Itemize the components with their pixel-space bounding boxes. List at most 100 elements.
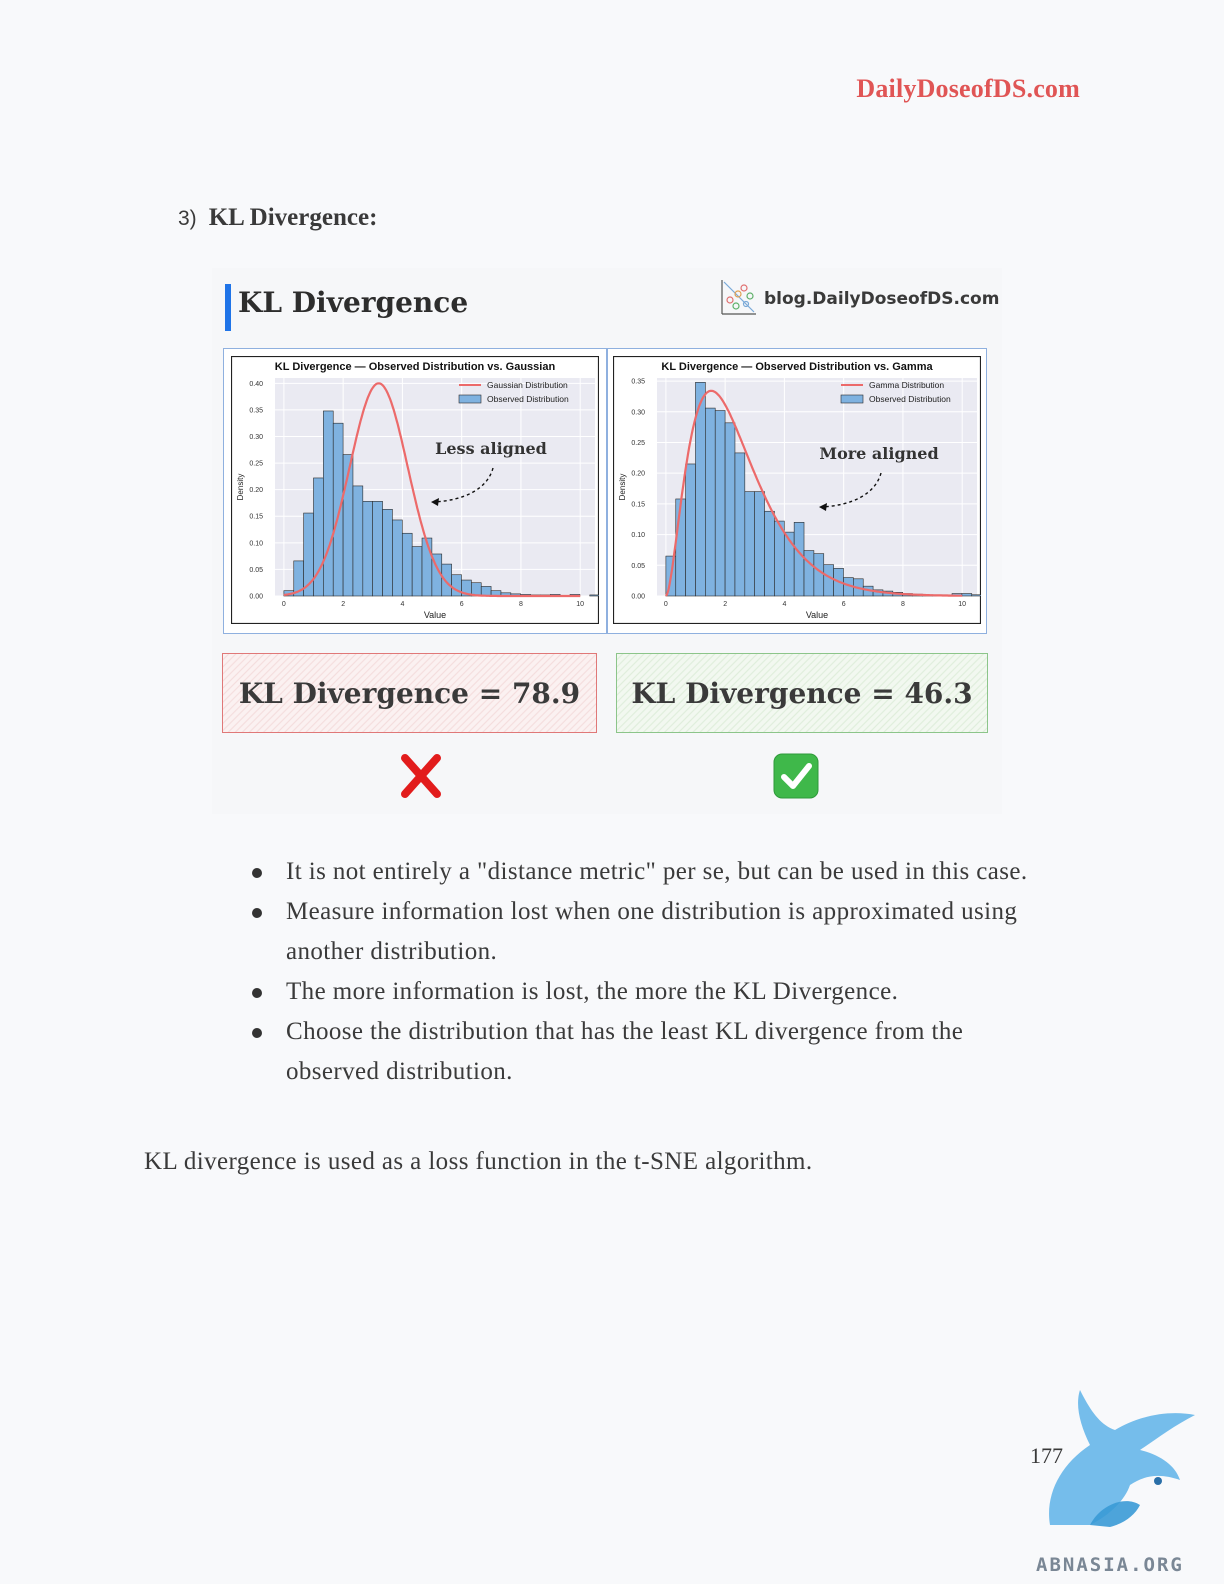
green-check-icon [773, 753, 819, 799]
y-tick-label: 0.10 [631, 532, 645, 539]
gamma-fit-chart: KL Divergence — Observed Distribution vs… [613, 356, 981, 624]
bullet-dot [252, 988, 262, 998]
histogram-bar [589, 594, 599, 597]
histogram-bar [774, 520, 785, 597]
bullet-item: The more information is lost, the more t… [246, 972, 1046, 1012]
histogram-bar [685, 463, 696, 597]
x-tick-label: 0 [282, 601, 286, 608]
bullet-item: It is not entirely a "distance metric" p… [246, 852, 1046, 892]
y-tick-label: 0.25 [631, 440, 645, 447]
bullet-text: The more information is lost, the more t… [286, 978, 899, 1005]
y-tick-label: 0.30 [631, 409, 645, 416]
histogram-bar [754, 491, 765, 597]
histogram-bar [793, 522, 805, 597]
scatter-logo-icon [721, 280, 756, 315]
x-tick-label: 8 [901, 601, 905, 608]
histogram-bar [372, 501, 383, 597]
brand-url: blog.DailyDoseofDS.com [764, 289, 1000, 309]
bullet-dot [252, 1028, 262, 1038]
x-tick-label: 4 [782, 601, 786, 608]
bullet-text: Choose the distribution that has the lea… [286, 1018, 964, 1085]
y-tick-label: 0.35 [631, 379, 645, 386]
histogram-bar [411, 546, 423, 597]
x-tick-label: 10 [576, 601, 584, 608]
histogram-bar [392, 519, 403, 597]
bullet-text: It is not entirely a "distance metric" p… [286, 858, 1028, 885]
histogram-bar [724, 422, 736, 597]
fitted-curve [283, 382, 581, 598]
y-tick-label: 0.20 [631, 471, 645, 478]
legend-bar-swatch [458, 394, 482, 404]
section-number: 3) [178, 207, 197, 230]
x-tick-label: 8 [519, 601, 523, 608]
legend-entry: Observed Distribution [487, 394, 569, 404]
histogram-bar [401, 532, 413, 597]
kl-result-gamma: KL Divergence = 46.3 [616, 653, 988, 733]
histogram-bar [744, 491, 755, 597]
x-tick-label: 10 [958, 601, 966, 608]
title-accent-bar [225, 284, 231, 331]
gaussian-fit-chart: KL Divergence — Observed Distribution vs… [231, 356, 599, 624]
y-tick-label: 0.20 [249, 487, 263, 494]
histogram-bar [971, 594, 981, 597]
annotation-arrow [822, 472, 882, 508]
bullet-dot [252, 908, 262, 918]
histogram-bar [352, 485, 364, 597]
annotation-arrowhead [819, 503, 827, 511]
red-cross-icon [401, 754, 441, 798]
site-header: DailyDoseofDS.com [856, 74, 1080, 103]
x-axis-label: Value [806, 610, 828, 620]
chart-title: KL Divergence — Observed Distribution vs… [661, 361, 933, 373]
y-tick-label: 0.15 [631, 501, 645, 508]
closing-paragraph: KL divergence is used as a loss function… [144, 1148, 813, 1175]
histogram-bar [382, 509, 393, 597]
histogram-bar [714, 410, 726, 597]
legend-bar-swatch [840, 394, 864, 404]
histogram-bar [803, 550, 815, 597]
y-tick-label: 0.40 [249, 381, 263, 388]
page-number: 177 [1030, 1443, 1063, 1468]
histogram-bar [734, 452, 746, 597]
bullet-list: It is not entirely a "distance metric" p… [246, 852, 1046, 1092]
histogram-bar [783, 531, 795, 597]
histogram-bar [421, 537, 433, 597]
y-tick-label: 0.00 [631, 594, 645, 601]
histogram-bar [823, 564, 834, 597]
chart-title: KL Divergence — Observed Distribution vs… [275, 361, 556, 373]
bullet-item: Measure information lost when one distri… [246, 892, 1046, 972]
bullet-text: Measure information lost when one distri… [286, 898, 1018, 965]
legend-entry: Observed Distribution [869, 394, 951, 404]
y-tick-label: 0.15 [249, 514, 263, 521]
y-axis-label: Density [618, 474, 627, 501]
y-tick-label: 0.25 [249, 461, 263, 468]
y-tick-label: 0.00 [249, 594, 263, 601]
x-tick-label: 4 [400, 601, 404, 608]
histogram-bar [332, 422, 344, 597]
x-tick-label: 2 [341, 601, 345, 608]
infographic-title: KL Divergence [238, 286, 469, 319]
bullet-dot [252, 868, 262, 878]
annotation-arrowhead [431, 498, 439, 506]
histogram-bar [961, 593, 973, 597]
y-tick-label: 0.35 [249, 407, 263, 414]
y-tick-label: 0.30 [249, 434, 263, 441]
charts-divider [606, 349, 608, 633]
charts-frame: KL Divergence — Observed Distribution vs… [223, 348, 987, 634]
bullet-item: Choose the distribution that has the lea… [246, 1012, 1046, 1092]
y-axis-label: Density [236, 474, 245, 501]
kl-result-gaussian: KL Divergence = 78.9 [222, 653, 597, 733]
histogram-bar [362, 501, 373, 597]
legend-entry: Gamma Distribution [869, 380, 944, 390]
annotation-text: More aligned [819, 444, 938, 463]
histogram-bar [764, 510, 775, 597]
x-tick-label: 6 [842, 601, 846, 608]
section-title: KL Divergence: [208, 204, 378, 231]
annotation-text: Less aligned [435, 439, 547, 458]
histogram-bar [323, 410, 334, 597]
y-tick-label: 0.10 [249, 540, 263, 547]
fitted-curve [664, 389, 963, 597]
x-tick-label: 2 [723, 601, 727, 608]
histogram-bar [441, 563, 452, 597]
y-tick-label: 0.05 [249, 567, 263, 574]
x-tick-label: 6 [460, 601, 464, 608]
